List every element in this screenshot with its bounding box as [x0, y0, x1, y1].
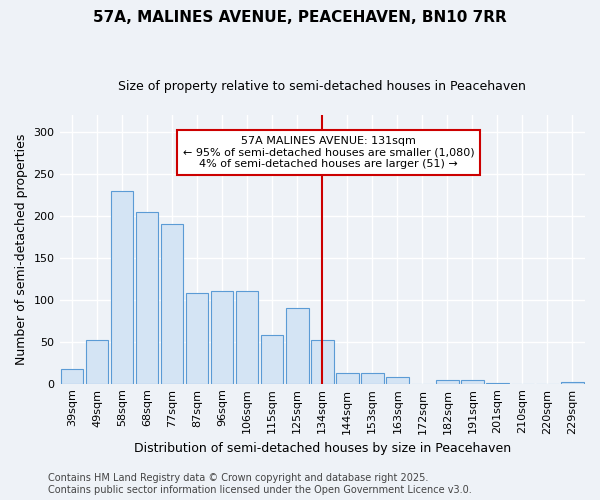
Bar	[211, 292, 233, 384]
Text: Contains HM Land Registry data © Crown copyright and database right 2025.
Contai: Contains HM Land Registry data © Crown c…	[48, 474, 472, 495]
Bar	[436, 380, 458, 384]
Bar	[486, 383, 509, 384]
Bar	[561, 382, 584, 384]
Bar	[336, 373, 359, 384]
Bar	[161, 224, 184, 384]
Title: Size of property relative to semi-detached houses in Peacehaven: Size of property relative to semi-detach…	[118, 80, 526, 93]
Bar	[386, 377, 409, 384]
Bar	[361, 373, 383, 384]
Bar	[111, 190, 133, 384]
Bar	[261, 335, 283, 384]
Bar	[136, 212, 158, 384]
Bar	[61, 368, 83, 384]
Text: 57A MALINES AVENUE: 131sqm
← 95% of semi-detached houses are smaller (1,080)
4% : 57A MALINES AVENUE: 131sqm ← 95% of semi…	[183, 136, 475, 169]
Bar	[186, 293, 208, 384]
Bar	[86, 340, 109, 384]
Bar	[236, 292, 259, 384]
Bar	[461, 380, 484, 384]
X-axis label: Distribution of semi-detached houses by size in Peacehaven: Distribution of semi-detached houses by …	[134, 442, 511, 455]
Text: 57A, MALINES AVENUE, PEACEHAVEN, BN10 7RR: 57A, MALINES AVENUE, PEACEHAVEN, BN10 7R…	[93, 10, 507, 25]
Y-axis label: Number of semi-detached properties: Number of semi-detached properties	[15, 134, 28, 365]
Bar	[286, 308, 308, 384]
Bar	[311, 340, 334, 384]
